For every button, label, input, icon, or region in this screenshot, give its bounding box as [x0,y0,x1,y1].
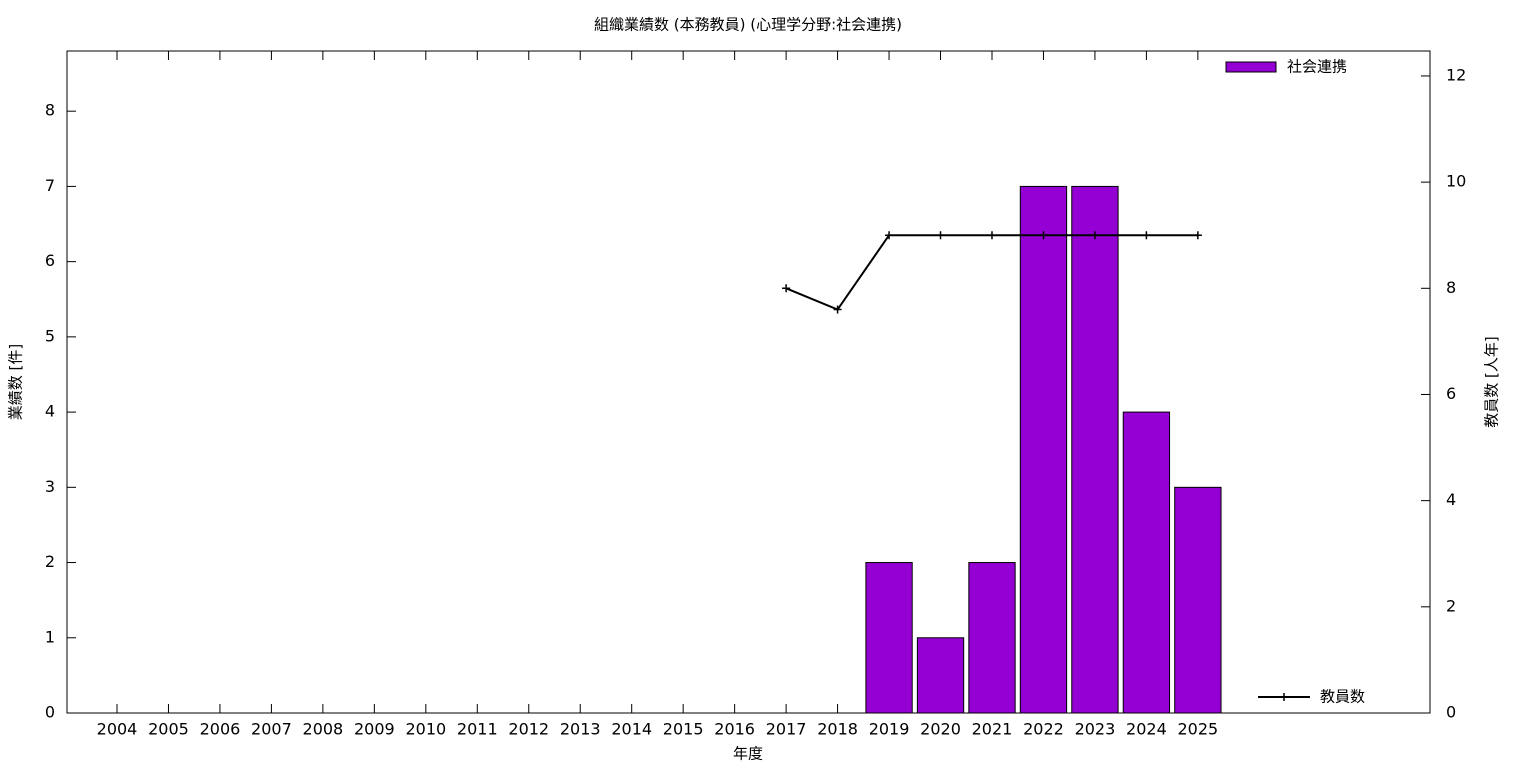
bar [1019,185,1068,714]
y2-tick-label: 4 [1446,490,1456,509]
legend-label: 教員数 [1320,688,1365,706]
x-tick-label: 2006 [200,720,241,739]
chart-title: 組織業績数 (本務教員) (心理学分野:社会連携) [594,16,902,34]
x-tick-label: 2021 [972,720,1013,739]
y-tick-label: 2 [45,552,55,571]
x-tick-label: 2022 [1023,720,1064,739]
bar [968,562,1016,714]
y2-tick-label: 12 [1446,65,1466,84]
y2-axis-label: 教員数 [人年] [1483,336,1501,427]
x-tick-label: 2024 [1126,720,1167,739]
point [885,231,894,240]
y2-tick-label: 6 [1446,384,1456,403]
x-tick-label: 2012 [508,720,549,739]
point [1090,231,1099,240]
point [1039,231,1048,240]
point [1142,231,1151,240]
bar [865,562,913,714]
y-tick-label: 0 [45,703,55,722]
y-axis-label: 業績数 [件] [7,344,25,420]
bar [916,637,965,714]
y2-tick-label: 2 [1446,596,1456,615]
point [833,305,842,314]
legend-marker [1280,693,1288,701]
x-tick-label: 2023 [1075,720,1116,739]
y-tick-label: 3 [45,477,55,496]
x-tick-label: 2014 [611,720,652,739]
y2-tick-label: 10 [1446,172,1466,191]
point [782,284,791,293]
y2-tick-label: 0 [1446,703,1456,722]
x-tick-label: 2013 [560,720,601,739]
x-tick-label: 2010 [405,720,446,739]
x-tick-label: 2004 [97,720,138,739]
y-tick-label: 1 [45,627,55,646]
bar [1071,185,1119,714]
point [936,231,945,240]
x-tick-label: 2017 [766,720,807,739]
y-tick-label: 8 [45,101,55,120]
bar [1174,486,1222,714]
y2-tick-label: 8 [1446,278,1456,297]
x-tick-label: 2015 [663,720,704,739]
y-tick-label: 6 [45,251,55,270]
x-tick-label: 2019 [869,720,910,739]
x-tick-label: 2020 [920,720,961,739]
x-tick-label: 2025 [1178,720,1219,739]
x-axis-label: 年度 [733,745,763,763]
x-tick-label: 2005 [148,720,189,739]
point [987,231,996,240]
x-tick-label: 2008 [303,720,344,739]
legend-label: 社会連携 [1287,58,1347,76]
bar [1122,411,1171,714]
y-tick-label: 4 [45,402,55,421]
legend-swatch [1225,61,1277,73]
plot-frame [66,50,1431,714]
x-tick-label: 2016 [714,720,755,739]
x-tick-label: 2018 [817,720,858,739]
y-tick-label: 7 [45,176,55,195]
x-tick-label: 2011 [457,720,498,739]
x-tick-label: 2009 [354,720,395,739]
y-tick-label: 5 [45,326,55,345]
point [1193,231,1202,240]
x-tick-label: 2007 [251,720,292,739]
